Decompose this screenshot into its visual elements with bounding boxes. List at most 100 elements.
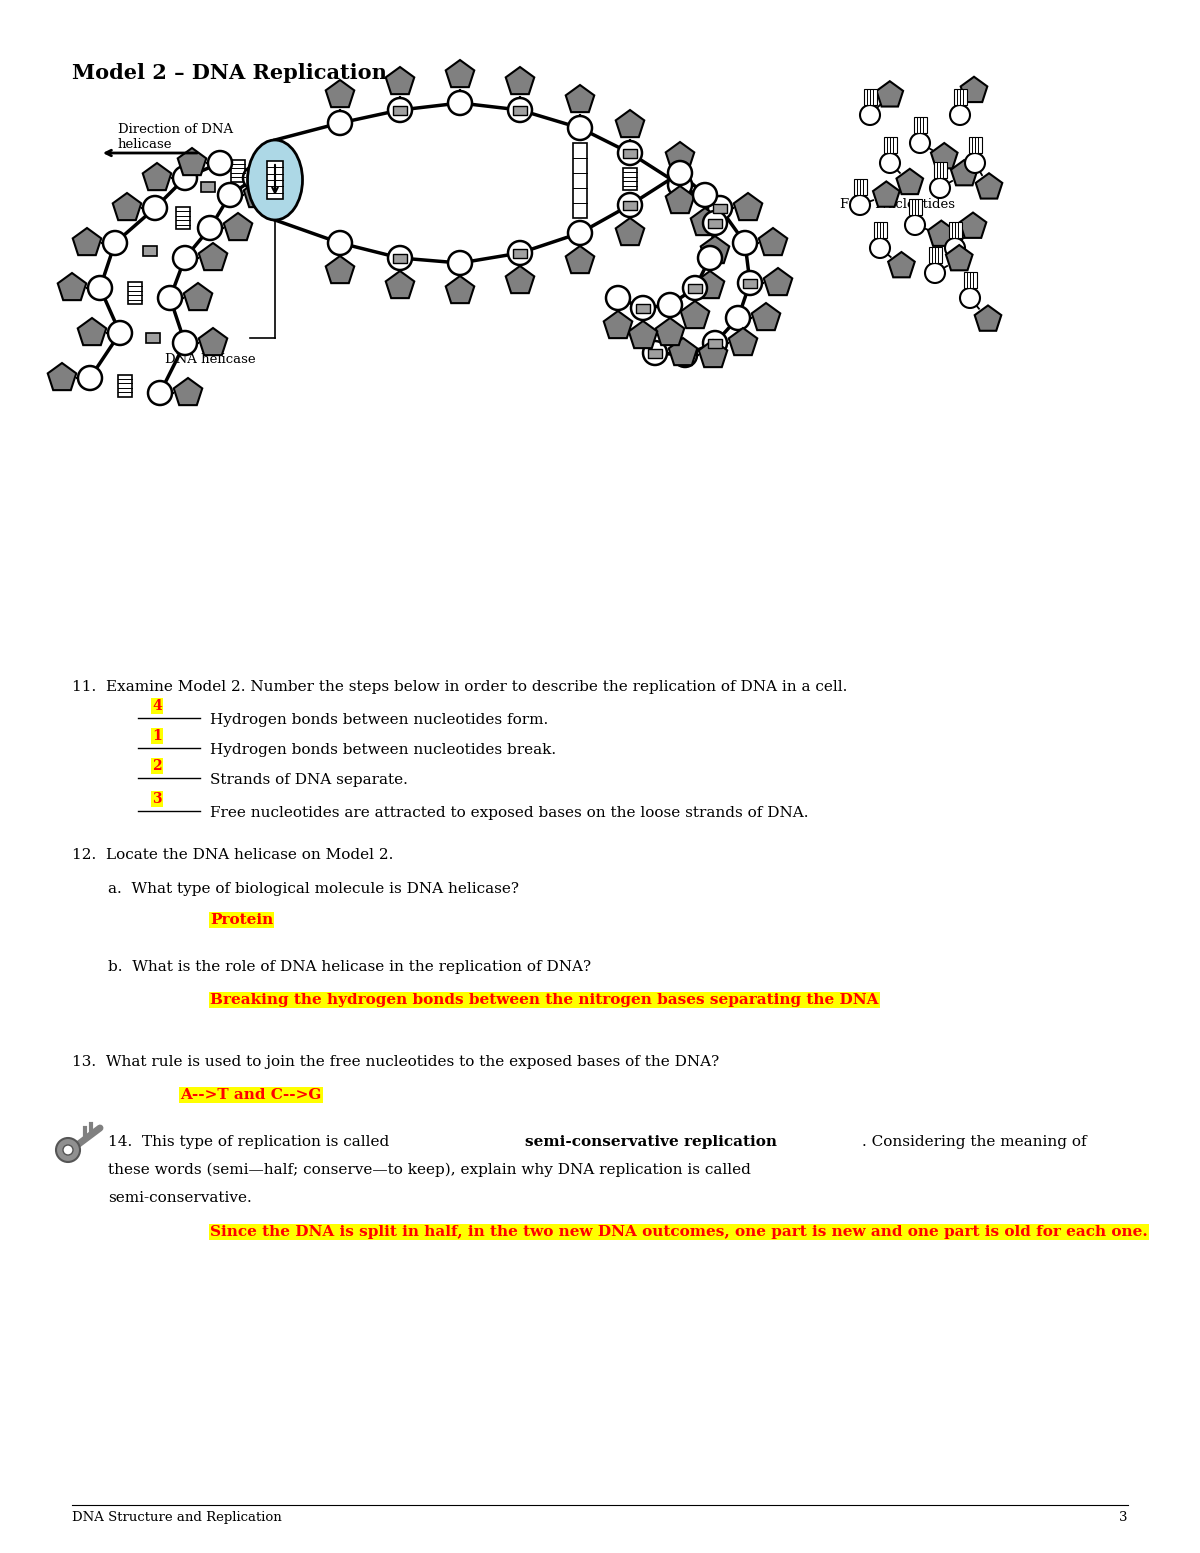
Polygon shape [48,363,77,390]
Polygon shape [680,301,709,328]
Circle shape [568,116,592,140]
Circle shape [64,1145,73,1155]
Polygon shape [691,208,719,235]
Polygon shape [763,269,792,295]
Bar [934,162,947,179]
Bar [623,200,637,210]
Polygon shape [565,85,594,112]
Polygon shape [666,186,695,213]
Polygon shape [950,160,978,185]
Text: Hydrogen bonds between nucleotides form.: Hydrogen bonds between nucleotides form. [210,713,548,727]
Circle shape [860,106,880,124]
Text: semi-conservative replication: semi-conservative replication [526,1135,778,1149]
Circle shape [508,241,532,266]
Polygon shape [751,303,780,331]
Circle shape [388,98,412,123]
Circle shape [606,286,630,311]
Polygon shape [701,236,730,262]
Text: Since the DNA is split in half, in the two new DNA outcomes, one part is new and: Since the DNA is split in half, in the t… [210,1225,1147,1239]
Polygon shape [223,213,252,241]
Text: 3: 3 [152,792,162,806]
Polygon shape [325,256,354,283]
Polygon shape [668,339,697,365]
Polygon shape [113,193,142,221]
Polygon shape [698,340,727,367]
Circle shape [198,216,222,241]
Bar [929,247,942,262]
Polygon shape [178,148,206,175]
Bar [713,203,727,213]
Circle shape [850,196,870,214]
Bar [853,179,866,196]
Polygon shape [505,67,534,95]
Bar [864,89,876,106]
Polygon shape [385,67,414,95]
Polygon shape [174,377,203,405]
Circle shape [910,134,930,154]
Polygon shape [78,318,107,345]
Circle shape [148,380,172,405]
Circle shape [930,179,950,197]
Text: Direction of DNA
helicase: Direction of DNA helicase [118,123,233,151]
Ellipse shape [247,140,302,221]
Circle shape [173,331,197,356]
Circle shape [703,331,727,356]
Polygon shape [888,252,914,278]
Bar [145,332,160,343]
Polygon shape [143,163,172,189]
Circle shape [643,342,667,365]
Bar [623,149,637,157]
Circle shape [950,106,970,124]
Circle shape [218,183,242,207]
Bar [118,374,132,396]
Circle shape [103,231,127,255]
Text: semi-conservative.: semi-conservative. [108,1191,252,1205]
Polygon shape [946,245,972,270]
Text: 1: 1 [152,728,162,742]
Polygon shape [655,318,684,345]
Circle shape [673,343,697,367]
Bar [128,283,142,304]
Circle shape [698,245,722,270]
Polygon shape [872,182,900,207]
Text: 12.  Locate the DNA helicase on Model 2.: 12. Locate the DNA helicase on Model 2. [72,848,394,862]
Circle shape [208,151,232,175]
Polygon shape [733,193,762,221]
Bar [708,219,722,227]
Circle shape [78,367,102,390]
Circle shape [880,154,900,172]
Circle shape [668,172,692,197]
Bar [200,182,215,191]
Polygon shape [199,242,227,270]
Text: 13.  What rule is used to join the free nucleotides to the exposed bases of the : 13. What rule is used to join the free n… [72,1054,719,1068]
Bar [964,272,977,287]
Polygon shape [758,228,787,255]
Polygon shape [696,272,725,298]
Circle shape [56,1138,80,1162]
Circle shape [173,166,197,189]
Polygon shape [961,76,988,102]
Text: b.  What is the role of DNA helicase in the replication of DNA?: b. What is the role of DNA helicase in t… [108,960,592,974]
Text: DNA Structure and Replication: DNA Structure and Replication [72,1511,282,1523]
Polygon shape [616,110,644,137]
Circle shape [158,286,182,311]
Bar [954,89,966,106]
Polygon shape [629,321,658,348]
Polygon shape [565,245,594,273]
Bar [394,253,407,262]
Bar [266,162,283,199]
Text: 2: 2 [152,759,162,773]
Polygon shape [896,169,923,194]
Circle shape [631,297,655,320]
Polygon shape [960,213,986,238]
Circle shape [925,262,946,283]
Polygon shape [445,276,474,303]
Bar [874,222,887,238]
Bar [648,348,662,357]
Bar [636,303,650,312]
Text: 3: 3 [1120,1511,1128,1523]
Circle shape [738,272,762,295]
Circle shape [508,98,532,123]
Bar [948,222,961,238]
Text: Model 2 – DNA Replication: Model 2 – DNA Replication [72,64,386,82]
